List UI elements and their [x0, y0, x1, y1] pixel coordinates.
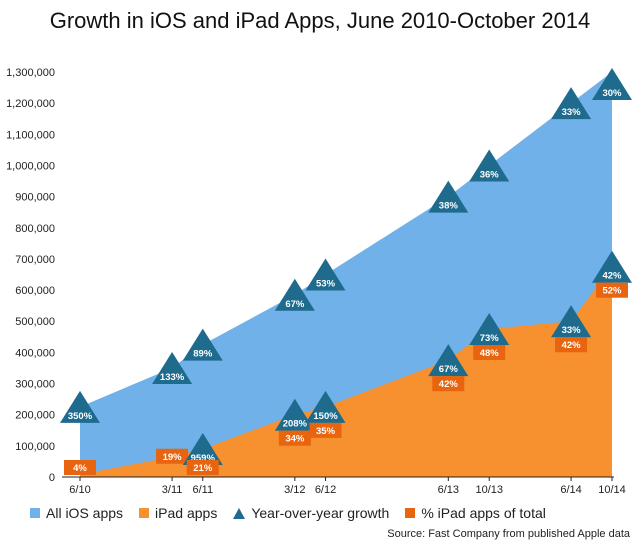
x-tick-label: 6/14: [560, 484, 581, 496]
ipad-share-marker: [64, 460, 96, 475]
ipad-share-marker-label: 42%: [439, 379, 459, 390]
growth-marker-ios: [274, 278, 315, 311]
ipad-share-marker: [432, 376, 465, 392]
y-tick-label: 100,000: [15, 441, 55, 453]
growth-marker-ipad-label: 67%: [439, 364, 459, 375]
y-tick-label: 1,300,000: [6, 67, 55, 79]
legend-item-ios: All iOS apps: [30, 505, 123, 521]
x-tick-label: 6/13: [438, 484, 459, 496]
ipad-share-marker-label: 48%: [480, 348, 500, 359]
area-ipad-apps: [80, 266, 612, 477]
legend-label-ios: All iOS apps: [46, 505, 124, 521]
y-tick-label: 1,200,000: [6, 98, 55, 110]
ipad-share-marker: [473, 345, 506, 361]
ipad-share-marker-label: 21%: [193, 463, 213, 474]
x-tick-label: 10/14: [598, 484, 626, 496]
x-tick-label: 6/10: [69, 484, 90, 496]
legend-label-yoy: Year-over-year growth: [251, 505, 390, 521]
legend-swatch-ios: [30, 508, 40, 518]
ipad-share-marker: [555, 337, 588, 353]
x-tick-label: 6/12: [315, 484, 336, 496]
y-tick-label: 600,000: [15, 285, 55, 297]
legend-swatch-pct: [405, 508, 416, 518]
y-tick-label: 0: [49, 472, 55, 484]
ipad-share-marker-label: 19%: [163, 452, 183, 463]
source-note: Source: Fast Company from published Appl…: [387, 528, 630, 540]
growth-marker-ios: [60, 390, 100, 423]
growth-marker-ios-label: 33%: [562, 107, 582, 118]
x-tick-label: 3/11: [162, 484, 183, 496]
growth-marker-ipad: [274, 398, 315, 431]
ipad-share-marker: [186, 460, 219, 475]
growth-marker-ios: [469, 149, 510, 182]
growth-marker-ipad: [592, 250, 632, 283]
growth-marker-ipad: [305, 390, 346, 423]
growth-marker-ios-label: 350%: [68, 411, 93, 422]
x-tick-label: 3/12: [284, 484, 305, 496]
growth-marker-ios: [428, 180, 469, 213]
y-tick-label: 800,000: [15, 223, 55, 235]
growth-marker-ipad-label: 73%: [480, 333, 500, 344]
y-tick-label: 700,000: [15, 254, 55, 266]
growth-marker-ipad: [551, 305, 592, 338]
y-tick-label: 900,000: [15, 192, 55, 204]
ipad-share-marker-label: 4%: [73, 463, 87, 474]
ipad-share-marker: [156, 448, 189, 464]
x-tick-label: 6/11: [192, 484, 213, 496]
growth-marker-ios: [305, 258, 346, 291]
legend-label-pct: % iPad apps of total: [421, 505, 546, 521]
growth-marker-ios: [592, 68, 632, 100]
ipad-share-marker: [278, 430, 311, 446]
ipad-share-marker: [309, 422, 342, 438]
growth-marker-ipad-label: 150%: [313, 411, 338, 422]
data-markers: 350% 133% 89% 67% 53% 38% 36% 33% 30% 4% 19% 959%21…: [60, 68, 632, 475]
legend-swatch-ipad: [139, 508, 150, 518]
growth-marker-ipad-label: 208%: [283, 419, 308, 430]
growth-marker-ios-label: 53%: [316, 279, 336, 290]
y-tick-label: 300,000: [15, 379, 55, 391]
growth-marker-ipad: [182, 432, 223, 465]
growth-marker-ios: [152, 351, 193, 384]
growth-marker-ios-label: 38%: [439, 201, 459, 212]
legend-label-ipad: iPad apps: [155, 505, 218, 521]
legend: All iOS apps iPad apps Year-over-year gr…: [30, 503, 562, 523]
area-series: [80, 72, 612, 477]
growth-marker-ios-label: 67%: [285, 299, 305, 310]
growth-marker-ipad-label: 42%: [602, 271, 622, 282]
ipad-share-marker: [596, 282, 628, 298]
legend-item-ipad: iPad apps: [139, 505, 217, 521]
y-axis: 0 100,000 200,000 300,000 400,000 500,000 600,…: [6, 67, 55, 484]
growth-marker-ios-label: 36%: [480, 169, 500, 180]
growth-marker-ipad-label: 959%: [191, 453, 216, 464]
ipad-share-marker-label: 52%: [602, 286, 622, 297]
x-axis: 6/10 3/11 6/11 3/12 6/12 6/13 10/13 6/14 10/14: [62, 476, 626, 496]
triangle-icon: [233, 507, 246, 519]
growth-marker-ios-label: 133%: [160, 372, 185, 383]
growth-marker-ipad: [469, 313, 510, 346]
legend-item-yoy: Year-over-year growth: [233, 505, 389, 521]
growth-marker-ipad: [428, 344, 469, 377]
x-tick-label: 10/13: [475, 484, 503, 496]
y-tick-label: 200,000: [15, 410, 55, 422]
growth-marker-ios: [182, 328, 223, 361]
ipad-share-marker-label: 35%: [316, 426, 336, 437]
ipad-share-marker-label: 34%: [285, 434, 305, 445]
ipad-share-marker-label: 42%: [562, 340, 582, 351]
growth-marker-ios-label: 30%: [602, 88, 622, 99]
chart-title: Growth in iOS and iPad Apps, June 2010-O…: [49, 8, 591, 33]
y-tick-label: 1,100,000: [6, 129, 55, 141]
growth-marker-ipad-label: 33%: [562, 325, 582, 336]
legend-item-pct: % iPad apps of total: [405, 505, 546, 521]
growth-marker-ios: [551, 87, 592, 120]
y-tick-label: 500,000: [15, 316, 55, 328]
growth-marker-ios-label: 89%: [193, 349, 213, 360]
y-tick-label: 400,000: [15, 347, 55, 359]
y-tick-label: 1,000,000: [6, 160, 55, 172]
